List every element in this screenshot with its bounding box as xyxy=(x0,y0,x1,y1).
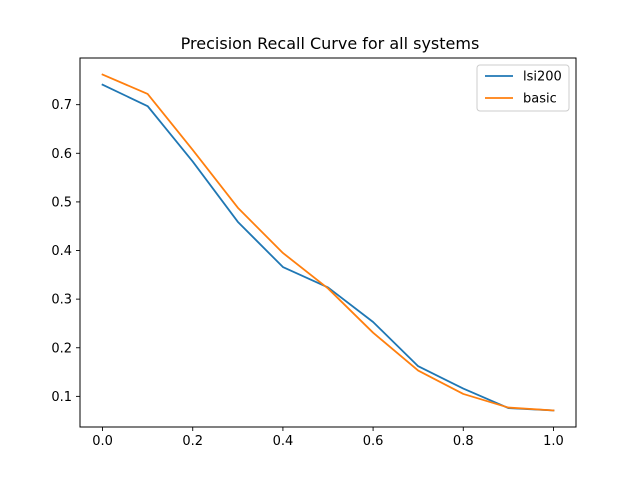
series-line-basic xyxy=(101,73,555,412)
y-tick-label: 0.6 xyxy=(51,147,72,162)
y-tick-label: 0.2 xyxy=(51,341,72,356)
y-tick-label: 0.4 xyxy=(51,244,72,259)
legend-label-lsi200: lsi200 xyxy=(523,70,562,85)
x-tick-label: 0.4 xyxy=(273,434,294,449)
x-tick-label: 0.6 xyxy=(363,434,384,449)
legend: lsi200 basic xyxy=(476,64,570,112)
plot-area xyxy=(101,73,555,412)
axes-frame xyxy=(79,57,577,428)
chart-title: Precision Recall Curve for all systems xyxy=(181,34,480,53)
x-axis: 0.0 0.2 0.4 0.6 0.8 1.0 xyxy=(92,427,564,449)
series-line-lsi200 xyxy=(101,83,555,412)
x-tick-label: 1.0 xyxy=(543,434,564,449)
x-tick-label: 0.8 xyxy=(453,434,474,449)
y-axis: 0.1 0.2 0.3 0.4 0.5 0.6 0.7 xyxy=(51,98,80,405)
y-tick-label: 0.7 xyxy=(51,98,72,113)
y-tick-label: 0.5 xyxy=(51,195,72,210)
x-tick-label: 0.0 xyxy=(92,434,113,449)
x-tick-label: 0.2 xyxy=(182,434,203,449)
legend-label-basic: basic xyxy=(523,92,557,107)
y-tick-label: 0.1 xyxy=(51,390,72,405)
y-tick-label: 0.3 xyxy=(51,293,72,308)
